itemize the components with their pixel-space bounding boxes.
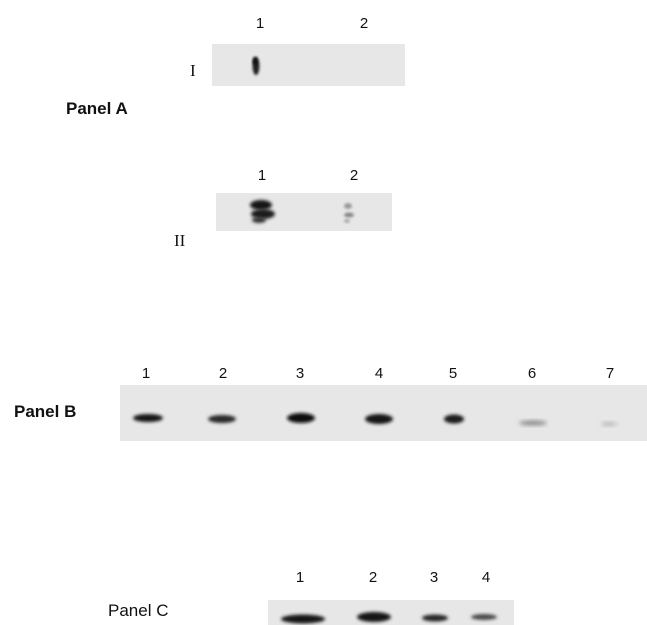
panel-a-blot-ii-band-2 bbox=[344, 203, 354, 223]
panel-c-lane-4: 4 bbox=[481, 569, 491, 586]
panel-b-band-3 bbox=[287, 413, 315, 423]
panel-c-lane-3: 3 bbox=[429, 569, 439, 586]
panel-b-band-4 bbox=[365, 414, 393, 424]
panel-c-blot bbox=[268, 600, 514, 625]
panel-b-lane-7: 7 bbox=[605, 365, 615, 382]
panel-b-lane-5: 5 bbox=[448, 365, 458, 382]
panel-a-label: Panel A bbox=[66, 99, 128, 118]
panel-a-blot-i-lane-1: 1 bbox=[255, 15, 265, 32]
panel-b-band-1 bbox=[133, 414, 163, 422]
panel-b-blot bbox=[120, 385, 647, 441]
panel-c-band-2 bbox=[357, 612, 391, 622]
panel-a-blot-ii-band-1 bbox=[250, 200, 275, 223]
panel-c-band-4 bbox=[471, 614, 497, 620]
panel-b-label: Panel B bbox=[14, 402, 77, 421]
panel-b-lane-6: 6 bbox=[527, 365, 537, 382]
panel-b-lane-3: 3 bbox=[295, 365, 305, 382]
panel-b-lane-1: 1 bbox=[141, 365, 151, 382]
panel-c-label: Panel C bbox=[108, 601, 169, 620]
panel-b-lane-2: 2 bbox=[218, 365, 228, 382]
panel-a-blot-i-band-1-core bbox=[252, 57, 258, 65]
panel-c-band-3 bbox=[422, 614, 448, 622]
panel-a-blot-i bbox=[212, 44, 405, 86]
panel-a-blot-ii-lane-1: 1 bbox=[257, 167, 267, 184]
panel-a-blot-ii bbox=[216, 193, 392, 231]
panel-a-blot-ii-label: II bbox=[174, 231, 186, 250]
panel-a-blot-i-label: I bbox=[190, 61, 196, 80]
panel-b-band-2 bbox=[208, 415, 236, 423]
panel-b-band-7 bbox=[601, 422, 617, 426]
panel-b-band-6 bbox=[519, 420, 547, 426]
panel-b-lane-4: 4 bbox=[374, 365, 384, 382]
panel-c-lane-1: 1 bbox=[295, 569, 305, 586]
panel-c-band-1 bbox=[281, 614, 325, 624]
panel-a-blot-ii-lane-2: 2 bbox=[349, 167, 359, 184]
panel-b-band-5 bbox=[444, 414, 464, 424]
panel-a-blot-i-lane-2: 2 bbox=[359, 15, 369, 32]
panel-c-lane-2: 2 bbox=[368, 569, 378, 586]
